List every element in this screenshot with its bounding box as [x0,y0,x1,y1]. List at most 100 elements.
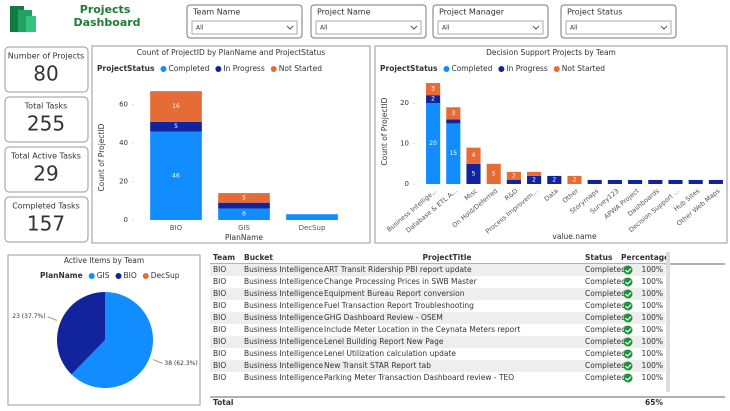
bar-segment [286,214,338,220]
legend-label: Completed [168,64,209,73]
check [625,328,632,333]
y-tick-label: 0 [405,180,409,188]
cell: Business Intelligence [244,325,323,334]
cell: BIO [213,349,226,358]
cell: 100% [642,289,663,298]
dropdown[interactable] [437,20,544,35]
bar-segment [668,179,683,184]
data-label: 20 [429,140,437,147]
bar-segment [150,131,202,220]
status-icon [623,289,633,299]
kpi-card [4,146,89,193]
kpi-card [4,96,89,143]
bar-segment [466,147,481,164]
cell: Business Intelligence [244,313,323,322]
bar-segment [466,163,481,184]
kpi-label: Total Tasks [24,102,68,111]
data-label: 2 [552,176,556,183]
y-tick-label: 60 [119,101,128,109]
kpi-label: Total Active Tasks [10,152,81,161]
filter-label: Project Status [567,8,622,17]
bar-segment [688,179,703,184]
pie-label: 38 (62.3%) [164,360,197,367]
check [625,340,632,345]
legend-marker [142,273,149,279]
data-label: 5 [174,123,178,130]
legend-label: Not Started [279,64,322,73]
legend-marker [270,66,277,72]
chart-title: Active Items by Team [64,256,144,265]
bar-segment [446,119,461,124]
x-tick-label: GIS [238,224,250,232]
bar-segment [486,163,501,184]
cell: 100% [642,301,663,310]
cell: Business Intelligence [244,301,323,310]
cell: Completed [585,277,626,286]
status-icon [623,265,633,275]
dropdown[interactable] [191,20,298,35]
check [625,316,632,321]
cell: Completed [585,301,626,310]
y-tick-label: 10 [400,140,409,148]
data-label: 5 [492,170,496,177]
bar-segment [567,175,582,184]
cell: BIO [213,337,226,346]
x-tick-label: BIO [170,224,183,232]
legend-marker [215,66,222,72]
cell: Business Intelligence [244,265,323,274]
check [625,280,632,285]
legend-label: BIO [124,271,137,280]
bar-segment [446,123,461,184]
dropdown-value: All [320,25,328,32]
filter-label: Project Name [317,8,371,17]
bar-segment [150,91,202,122]
cell: Business Intelligence [244,373,323,382]
dropdown[interactable] [315,20,422,35]
bar-segment [150,121,202,132]
x-axis-title: PlanName [225,233,263,242]
data-label: 46 [172,172,180,179]
bar-segment [506,179,521,184]
y-tick-label: 40 [119,139,128,147]
kpi-label: Completed Tasks [12,202,80,211]
data-label: 2 [573,176,577,183]
cell: New Transit STAR Report tab [324,361,431,370]
cell: Completed [585,349,626,358]
data-label: 3 [451,110,455,117]
cell: Lenel Building Report New Page [324,337,444,346]
dropdown-value: All [442,25,450,32]
cell: Completed [585,361,626,370]
cell: Change Processing Prices in SWB Master [324,277,478,286]
legend-title: PlanName [40,271,83,280]
leader-line [47,316,58,321]
legend-label: Completed [451,64,492,73]
cell: Lenel Utilization calculation update [324,349,456,358]
total-label: Total [213,398,234,407]
cell: Business Intelligence [244,349,323,358]
legend-marker [160,66,167,72]
row-band [210,360,665,372]
leader-line [152,359,163,364]
title-line: Projects [80,3,131,16]
check [625,268,632,273]
cell: 100% [642,361,663,370]
logo [10,6,36,32]
status-icon [623,337,633,347]
legend-label: GIS [97,271,110,280]
cell: BIO [213,277,226,286]
data-label: 3 [431,86,435,93]
legend-title: ProjectStatus [380,64,438,73]
chevron [532,25,540,30]
bar-segment [628,179,643,184]
bar-segment [426,103,441,184]
cell: Business Intelligence [244,337,323,346]
cell: 100% [642,373,663,382]
data-label: 4 [472,152,476,159]
dropdown[interactable] [565,20,672,35]
legend-title: ProjectStatus [97,64,155,73]
row-band [210,264,665,276]
legend-label: Not Started [562,64,605,73]
cell: BIO [213,361,226,370]
total-value: 65% [645,398,663,407]
